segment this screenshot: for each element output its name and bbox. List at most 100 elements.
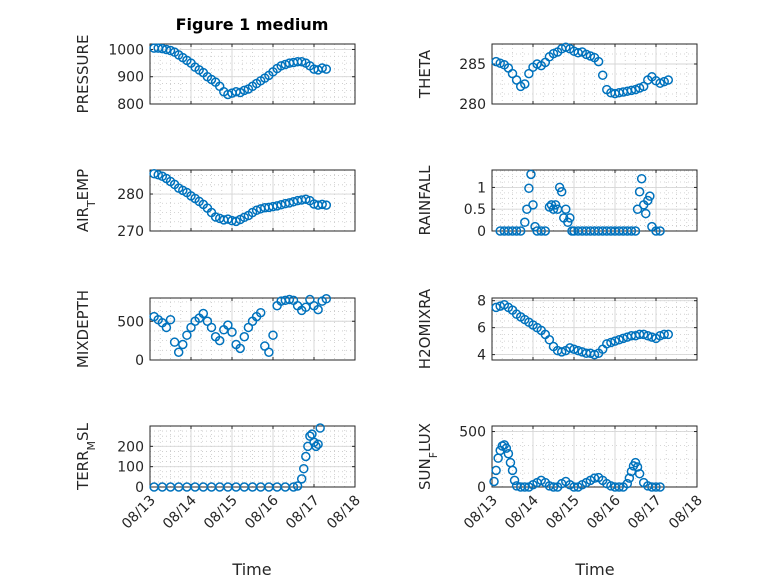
x-tick-label: 08/14 bbox=[160, 492, 200, 532]
data-point bbox=[536, 226, 546, 236]
data-point bbox=[301, 194, 311, 204]
data-point bbox=[255, 307, 266, 318]
y-tick-label: 1 bbox=[477, 180, 486, 196]
data-point bbox=[149, 168, 159, 179]
x-tick-label: 08/13 bbox=[461, 493, 501, 533]
data-point bbox=[292, 481, 303, 491]
data-point bbox=[235, 343, 245, 354]
x-tick-label: 08/13 bbox=[119, 493, 159, 533]
data-point bbox=[223, 89, 233, 100]
y-tick-label: 100 bbox=[117, 460, 144, 476]
data-point bbox=[548, 204, 559, 214]
y-axis-label: PRESSURE bbox=[74, 35, 92, 114]
data-point bbox=[632, 462, 643, 472]
data-point bbox=[659, 329, 669, 340]
data-point bbox=[505, 457, 516, 468]
data-point bbox=[636, 173, 647, 184]
data-point bbox=[268, 330, 278, 340]
data-point bbox=[182, 330, 192, 340]
data-point bbox=[554, 182, 565, 193]
data-point bbox=[585, 51, 596, 61]
data-point bbox=[296, 56, 307, 67]
subplot-1: 800 900 1000 PRESSURE bbox=[74, 35, 356, 114]
data-point bbox=[641, 208, 651, 219]
y-axis-label: H2OMIXRA bbox=[416, 288, 434, 369]
data-point bbox=[489, 476, 499, 487]
x-tick-label: 08/17 bbox=[625, 493, 665, 533]
data-point bbox=[307, 429, 317, 439]
x-tick-label: 08/17 bbox=[283, 493, 323, 533]
data-point bbox=[321, 200, 332, 210]
data-point bbox=[655, 482, 665, 492]
x-tick-label: 08/15 bbox=[201, 493, 241, 533]
data-point bbox=[522, 204, 532, 214]
data-point bbox=[548, 48, 559, 59]
data-point bbox=[524, 183, 534, 194]
data-point bbox=[169, 337, 180, 347]
data-point bbox=[565, 213, 575, 223]
subplot-3: 270 280 AIRTEMP bbox=[74, 168, 356, 240]
subplot-7: 0 100 200 TERRMSL 08/13 08/14 08/15 08/16 08/17 0… bbox=[74, 422, 364, 532]
y-tick-label: 6 bbox=[477, 321, 486, 337]
data-point bbox=[524, 68, 534, 79]
y-axis-label: SUNFLUX bbox=[416, 423, 440, 490]
data-point bbox=[301, 451, 311, 462]
data-point bbox=[511, 75, 522, 85]
data-point bbox=[317, 63, 327, 73]
data-point bbox=[659, 76, 669, 87]
data-point bbox=[526, 169, 536, 180]
data-point bbox=[520, 217, 530, 228]
data-point bbox=[651, 482, 661, 492]
data-point bbox=[655, 226, 665, 236]
y-tick-label: 285 bbox=[459, 57, 486, 73]
y-axis-label: RAINFALL bbox=[416, 165, 434, 236]
data-point bbox=[509, 475, 520, 486]
data-point bbox=[638, 81, 649, 92]
y-tick-label: 500 bbox=[459, 425, 486, 441]
data-point bbox=[602, 339, 612, 349]
data-point bbox=[239, 332, 250, 342]
data-point bbox=[626, 85, 637, 96]
data-point bbox=[556, 347, 567, 357]
data-point bbox=[638, 329, 649, 340]
data-point bbox=[198, 308, 209, 319]
data-point bbox=[214, 335, 225, 346]
data-point bbox=[239, 85, 250, 96]
data-point bbox=[227, 327, 237, 337]
x-tick-label: 08/14 bbox=[502, 492, 542, 532]
data-point bbox=[540, 226, 551, 236]
data-point bbox=[503, 448, 514, 459]
y-tick-label: 280 bbox=[117, 187, 144, 203]
data-point bbox=[655, 78, 665, 88]
y-tick-label: 270 bbox=[117, 224, 144, 240]
y-tick-label: 200 bbox=[117, 439, 144, 455]
subplot-6: 4 6 8 H2OMIXRA bbox=[416, 288, 698, 369]
data-point bbox=[634, 468, 645, 479]
data-point bbox=[223, 320, 233, 330]
data-point bbox=[618, 333, 628, 344]
data-point bbox=[632, 204, 643, 214]
data-point bbox=[589, 349, 600, 360]
data-point bbox=[606, 337, 616, 348]
data-point bbox=[643, 330, 653, 341]
data-point bbox=[548, 482, 559, 492]
data-point bbox=[288, 482, 299, 492]
data-point bbox=[311, 441, 321, 452]
data-point bbox=[299, 463, 309, 474]
data-point bbox=[501, 443, 512, 453]
y-tick-label: 0 bbox=[477, 224, 486, 240]
axes-frame bbox=[491, 169, 698, 232]
data-point bbox=[515, 226, 526, 236]
data-point bbox=[630, 84, 641, 95]
data-point bbox=[315, 423, 325, 433]
y-axis-label: MIXDEPTH bbox=[74, 290, 92, 368]
data-point bbox=[520, 79, 530, 89]
data-point bbox=[593, 56, 604, 67]
data-point bbox=[546, 200, 557, 210]
data-point bbox=[491, 302, 501, 313]
data-point bbox=[495, 58, 505, 68]
data-point bbox=[663, 329, 674, 340]
data-point bbox=[643, 195, 653, 206]
